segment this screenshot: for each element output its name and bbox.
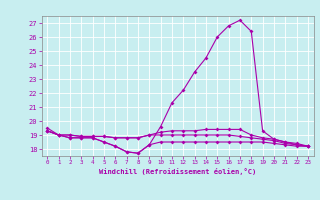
X-axis label: Windchill (Refroidissement éolien,°C): Windchill (Refroidissement éolien,°C) bbox=[99, 168, 256, 175]
